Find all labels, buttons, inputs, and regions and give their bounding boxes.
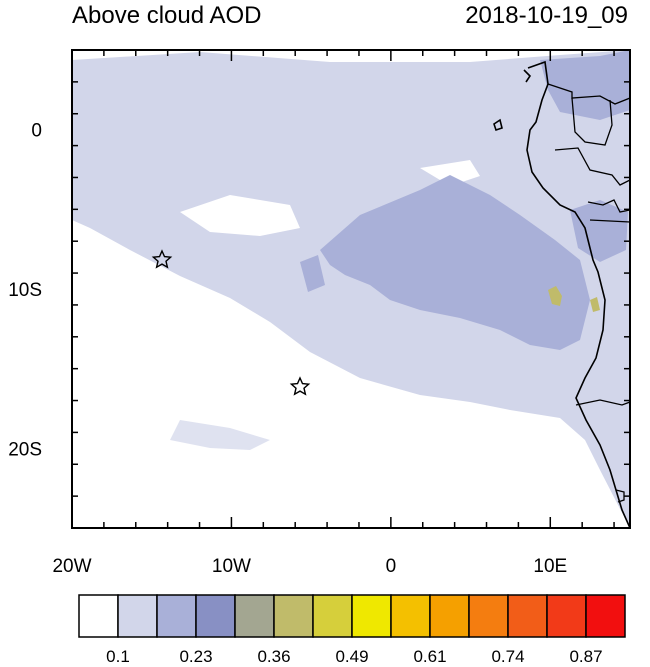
colorbar-swatch <box>273 594 314 638</box>
aod-plume-medium <box>320 175 590 350</box>
colorbar-swatch <box>585 594 626 638</box>
coastline <box>493 60 630 528</box>
colorbar-label: 0.36 <box>257 647 290 666</box>
y-tick-label: 10S <box>8 280 42 301</box>
x-tick-label: 0 <box>386 556 397 577</box>
colorbar-swatch <box>351 594 392 638</box>
colorbar-swatch <box>78 594 119 638</box>
aod-plume-medium <box>300 255 325 292</box>
colorbar-swatch <box>234 594 275 638</box>
colorbar-swatch <box>117 594 158 638</box>
x-tick-label: 20W <box>52 556 91 577</box>
x-tick-label: 10E <box>533 556 567 577</box>
colorbar-swatch <box>429 594 470 638</box>
star-marker-north <box>151 249 173 269</box>
clear-patch <box>420 160 480 186</box>
map-frame <box>71 49 631 529</box>
colorbar-swatch <box>195 594 236 638</box>
colorbar-label: 0.61 <box>413 647 446 666</box>
map-title: Above cloud AOD <box>72 2 262 29</box>
y-tick-label: 20S <box>8 439 42 460</box>
x-tick-label: 10W <box>212 556 251 577</box>
colorbar-label: 0.23 <box>179 647 212 666</box>
colorbar-label: 0.74 <box>491 647 524 666</box>
colorbar-swatch <box>312 594 353 638</box>
colorbar-swatch <box>507 594 548 638</box>
colorbar <box>78 594 626 638</box>
map-timestamp: 2018-10-19_09 <box>465 2 628 29</box>
axis-ticks <box>71 49 630 529</box>
country-borders <box>547 83 630 503</box>
clear-patch <box>180 195 300 236</box>
aod-high-patch <box>590 297 600 312</box>
aod-field <box>72 50 630 528</box>
aod-plume-medium <box>540 50 630 120</box>
colorbar-swatch <box>546 594 587 638</box>
aod-high-patch <box>548 286 562 306</box>
colorbar-label: 0.1 <box>106 647 130 666</box>
aod-plume-light <box>72 50 630 528</box>
colorbar-swatch <box>156 594 197 638</box>
colorbar-swatch <box>390 594 431 638</box>
colorbar-label: 0.87 <box>569 647 602 666</box>
y-tick-label: 0 <box>31 121 42 142</box>
aod-plume-medium <box>570 200 628 262</box>
star-marker-south <box>289 376 311 396</box>
aod-plume-fringe <box>170 420 270 450</box>
colorbar-label: 0.49 <box>335 647 368 666</box>
colorbar-swatch <box>468 594 509 638</box>
